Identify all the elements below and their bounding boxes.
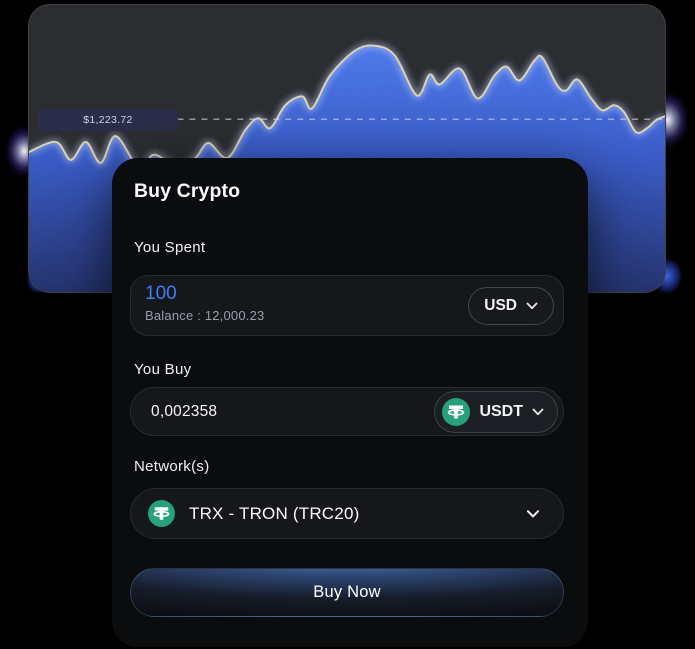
buy-crypto-card: Buy Crypto You Spent 100 Balance : 12,00… xyxy=(112,158,588,647)
buy-now-button[interactable]: Buy Now xyxy=(130,568,564,617)
buy-amount-input[interactable]: 0,002358 xyxy=(151,402,218,420)
you-spent-field[interactable]: 100 Balance : 12,000.23 USD xyxy=(130,275,564,336)
chevron-down-icon xyxy=(526,302,538,309)
spend-amount-group: 100 Balance : 12,000.23 xyxy=(145,283,264,323)
price-label-text: $1,223.72 xyxy=(83,114,133,126)
you-buy-field[interactable]: 0,002358 USDT xyxy=(130,387,564,436)
buy-currency-label: USDT xyxy=(479,402,523,420)
tether-icon xyxy=(148,500,175,527)
network-label: Network(s) xyxy=(134,458,210,475)
card-title: Buy Crypto xyxy=(134,180,241,202)
you-buy-label: You Buy xyxy=(134,361,192,378)
chevron-down-icon xyxy=(526,509,540,517)
network-selected-value: TRX - TRON (TRC20) xyxy=(189,503,360,523)
spend-amount-input[interactable]: 100 xyxy=(145,283,177,304)
buy-currency-select[interactable]: USDT xyxy=(434,390,558,433)
you-spent-label: You Spent xyxy=(134,239,206,256)
spend-currency-label: USD xyxy=(484,296,517,314)
network-select[interactable]: TRX - TRON (TRC20) xyxy=(130,488,564,539)
chevron-down-icon xyxy=(532,408,544,415)
price-label: $1,223.72 xyxy=(38,109,178,131)
tether-icon xyxy=(442,397,471,426)
spend-currency-select[interactable]: USD xyxy=(468,286,554,325)
balance-text: Balance : 12,000.23 xyxy=(145,308,265,323)
